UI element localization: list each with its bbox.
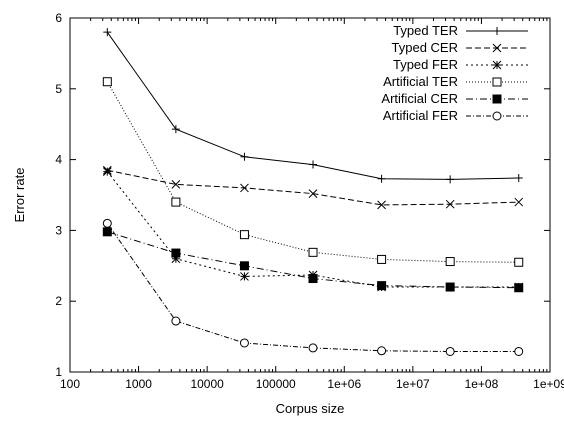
legend-marker	[492, 43, 502, 53]
data-point-artificial-ter	[239, 230, 249, 240]
data-point-typed-ter	[514, 174, 523, 183]
x-tick-label: 100000	[256, 377, 296, 391]
legend-label: Typed FER	[393, 57, 458, 72]
data-point-artificial-cer	[308, 274, 318, 284]
x-tick-label: 1e+08	[465, 377, 499, 391]
data-point-artificial-fer	[445, 346, 455, 356]
data-point-typed-ter	[377, 174, 386, 183]
data-point-artificial-ter	[445, 257, 455, 267]
legend: Typed TER Typed CER Typed FER Artificial TE…	[381, 23, 528, 123]
series-typed-cer	[102, 165, 524, 210]
series-artificial-ter	[102, 77, 524, 267]
series-group	[102, 28, 524, 356]
legend-item-typed-cer: Typed CER	[392, 40, 528, 55]
data-point-artificial-cer	[377, 281, 387, 291]
series-typed-ter	[103, 28, 523, 184]
data-point-artificial-cer	[445, 282, 455, 292]
ticks-group: 100 1000 10000 100000 1e+06 1e+07 1e+08 1e+09 1 2…	[55, 11, 564, 391]
data-point-artificial-ter	[171, 197, 181, 207]
data-point-artificial-ter	[102, 77, 112, 87]
legend-item-artificial-cer: Artificial CER	[381, 91, 528, 106]
y-tick-label: 6	[55, 11, 62, 25]
plot-frame-group	[69, 17, 551, 373]
data-point-artificial-ter	[308, 247, 318, 257]
data-point-typed-fer	[240, 272, 249, 281]
legend-marker	[492, 94, 502, 104]
legend-marker	[492, 111, 502, 121]
x-tick-label: 1e+09	[533, 377, 564, 391]
data-point-artificial-fer	[102, 218, 112, 228]
data-point-typed-fer	[171, 254, 181, 264]
legend-marker	[492, 60, 502, 70]
data-point-typed-ter	[240, 152, 249, 161]
legend-marker	[492, 77, 502, 87]
data-point-typed-cer	[308, 189, 318, 198]
y-tick-label: 3	[55, 223, 62, 237]
data-point-typed-cer	[377, 200, 386, 210]
y-tick-label: 5	[55, 82, 62, 96]
data-point-typed-fer	[102, 167, 112, 176]
x-tick-label: 10000	[190, 377, 224, 391]
data-point-artificial-cer	[514, 283, 524, 293]
data-point-artificial-cer	[102, 227, 112, 237]
y-tick-label: 1	[55, 365, 62, 379]
data-point-typed-cer	[445, 199, 455, 209]
data-point-artificial-ter	[377, 254, 387, 264]
x-tick-label: 1e+07	[396, 377, 430, 391]
legend-label: Typed CER	[392, 40, 458, 55]
legend-label: Artificial CER	[381, 91, 458, 106]
data-point-typed-ter	[103, 28, 112, 37]
data-point-typed-ter	[171, 125, 180, 134]
legend-marker	[493, 27, 501, 35]
plot-area-frame	[69, 17, 551, 373]
data-point-typed-cer	[171, 180, 181, 189]
legend-label: Artificial TER	[383, 74, 458, 89]
data-point-typed-cer	[240, 183, 249, 193]
data-point-artificial-fer	[171, 316, 181, 326]
data-point-artificial-cer	[239, 261, 249, 271]
x-tick-label: 100	[60, 377, 80, 391]
legend-item-typed-fer: Typed FER	[393, 57, 528, 72]
data-point-typed-ter	[446, 175, 455, 184]
series-artificial-cer	[102, 227, 524, 293]
y-axis-label: Error rate	[12, 168, 27, 223]
legend-label: Artificial FER	[383, 108, 458, 123]
legend-item-typed-ter: Typed TER	[393, 23, 528, 38]
data-point-artificial-fer	[377, 346, 387, 356]
y-tick-label: 4	[55, 153, 62, 167]
legend-item-artificial-fer: Artificial FER	[383, 108, 528, 123]
data-point-typed-cer	[514, 197, 524, 207]
series-artificial-fer	[102, 218, 524, 356]
x-axis-label: Corpus size	[276, 401, 345, 416]
data-point-artificial-cer	[171, 248, 181, 258]
legend-item-artificial-ter: Artificial TER	[383, 74, 528, 89]
data-point-artificial-fer	[514, 346, 524, 356]
x-tick-label: 1e+06	[327, 377, 361, 391]
x-tick-label: 1000	[125, 377, 152, 391]
data-point-artificial-fer	[308, 343, 318, 353]
legend-label: Typed TER	[393, 23, 458, 38]
y-tick-label: 2	[55, 294, 62, 308]
data-point-artificial-fer	[239, 338, 249, 348]
data-point-artificial-ter	[514, 257, 524, 267]
data-point-typed-ter	[309, 160, 318, 169]
